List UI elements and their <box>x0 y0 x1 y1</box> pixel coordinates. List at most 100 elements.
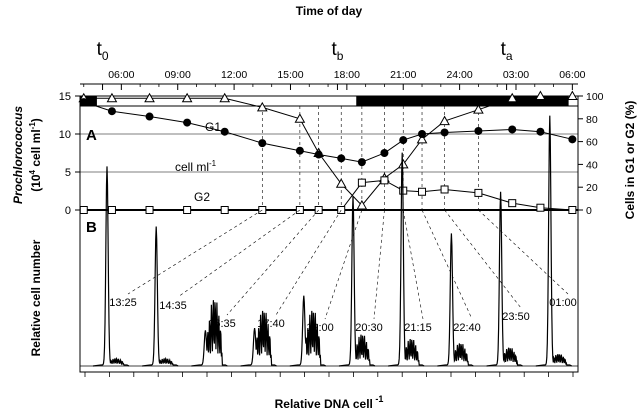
panel-label-a: A <box>86 127 97 144</box>
point-circle <box>568 135 577 144</box>
point-triangle <box>144 92 155 103</box>
top-axis-title: Time of day <box>296 4 363 18</box>
histogram-label: 19:00 <box>306 322 334 334</box>
point-triangle <box>219 92 231 103</box>
histogram <box>240 310 277 367</box>
point-triangle <box>535 90 546 100</box>
top-tick-label: 06:00 <box>108 69 134 81</box>
point-triangle <box>506 92 518 103</box>
series-line-triangle <box>83 95 573 207</box>
connector-line <box>402 209 424 320</box>
left-tick-label: 15 <box>59 91 71 103</box>
marker-label: ta <box>501 39 513 63</box>
left-axis-unit: (104 cell ml-1) <box>28 118 43 192</box>
point-triangle <box>181 92 193 103</box>
top-tick-label: 24:00 <box>446 69 472 81</box>
point-circle <box>107 107 116 116</box>
top-tick-label: 15:00 <box>277 69 303 81</box>
point-circle <box>145 112 154 121</box>
series-label-g2: G2 <box>194 190 210 204</box>
point-circle <box>79 98 88 107</box>
connector-line <box>226 209 319 316</box>
panel-b-xlabel: Relative DNA cell -1 <box>275 394 384 411</box>
histogram <box>142 226 179 367</box>
point-square <box>380 176 389 185</box>
left-tick-label: 0 <box>65 205 71 217</box>
histogram-label: 01:00 <box>549 297 577 309</box>
axis-labels: Prochlorococcus (104 cell ml-1) Cells in G… <box>11 101 637 411</box>
point-square <box>568 206 577 214</box>
point-circle <box>258 139 267 148</box>
connector-line <box>177 209 301 298</box>
point-circle <box>418 130 427 138</box>
right-tick-label: 20 <box>586 182 598 194</box>
point-circle <box>183 118 192 127</box>
left-axis-title: Prochlorococcus <box>11 106 25 204</box>
point-square <box>418 187 427 196</box>
point-circle <box>337 154 346 163</box>
point-circle <box>508 125 517 134</box>
panel-b: B 13:25 14:35 16:35 17:40 19:00 20:30 21:15 22:4… <box>80 115 578 377</box>
histogram-label: 23:50 <box>502 311 530 323</box>
point-square <box>508 199 517 208</box>
histogram <box>338 196 376 367</box>
top-tick-label: 12:00 <box>221 69 247 81</box>
point-square <box>79 206 88 214</box>
point-square <box>357 178 366 187</box>
time-markers: t0 tb ta <box>97 39 513 90</box>
series-line-square <box>83 179 573 211</box>
point-circle <box>474 126 483 135</box>
marker-label: tb <box>331 39 343 63</box>
histogram <box>191 300 228 367</box>
series-line-circle <box>83 101 573 163</box>
point-triangle <box>473 104 484 114</box>
point-triangle <box>397 158 409 169</box>
point-circle <box>314 150 323 159</box>
series-label-g1: G1 <box>205 120 221 134</box>
point-triangle <box>356 199 368 210</box>
right-tick-label: 80 <box>586 114 598 126</box>
point-square <box>145 206 154 214</box>
point-circle <box>357 158 366 167</box>
histogram-label: 16:35 <box>208 318 236 330</box>
point-triangle <box>567 90 578 100</box>
point-triangle <box>335 178 347 188</box>
histogram-label: 22:40 <box>453 322 481 334</box>
panel-b-ylabel: Relative cell number <box>29 239 43 356</box>
point-square <box>440 185 449 194</box>
right-axis-title: Cells in G1 or G2 (%) <box>623 101 637 220</box>
histogram-label: 13:25 <box>109 297 137 309</box>
histogram <box>388 152 425 367</box>
point-triangle <box>439 115 450 126</box>
connector-line <box>275 209 342 316</box>
right-tick-label: 100 <box>586 91 604 103</box>
right-tick-label: 0 <box>586 205 592 217</box>
point-circle <box>440 128 449 137</box>
connector-line <box>127 209 263 295</box>
dark-period-early <box>80 96 97 106</box>
left-tick-label: 10 <box>59 129 71 141</box>
point-circle <box>220 127 229 136</box>
right-tick-label: 40 <box>586 159 598 171</box>
histogram-label: 21:15 <box>404 322 432 334</box>
point-square <box>107 206 116 214</box>
point-circle <box>536 127 545 136</box>
point-circle <box>380 149 389 157</box>
top-tick-label: 03:00 <box>503 69 529 81</box>
series-label-cells: cell ml-1 <box>175 159 217 174</box>
top-tick-label: 18:00 <box>334 69 360 81</box>
panel-a: 0 5 10 15 0 20 40 60 80 100 G1 cell ml-1 G2 A <box>59 90 604 217</box>
connector-line <box>421 209 473 320</box>
point-triangle <box>416 133 428 144</box>
dark-period-night <box>356 96 569 106</box>
point-circle <box>295 146 304 155</box>
connector-line <box>324 209 363 320</box>
top-time-axis: Time of day 06:00 09:00 12:00 15:00 18:00 21:0… <box>80 4 586 90</box>
point-triangle <box>106 92 118 103</box>
point-square <box>220 206 229 214</box>
point-triangle <box>256 101 268 112</box>
right-tick-label: 60 <box>586 137 598 149</box>
marker-label: t0 <box>97 39 109 63</box>
histogram-label: 17:40 <box>257 318 285 330</box>
